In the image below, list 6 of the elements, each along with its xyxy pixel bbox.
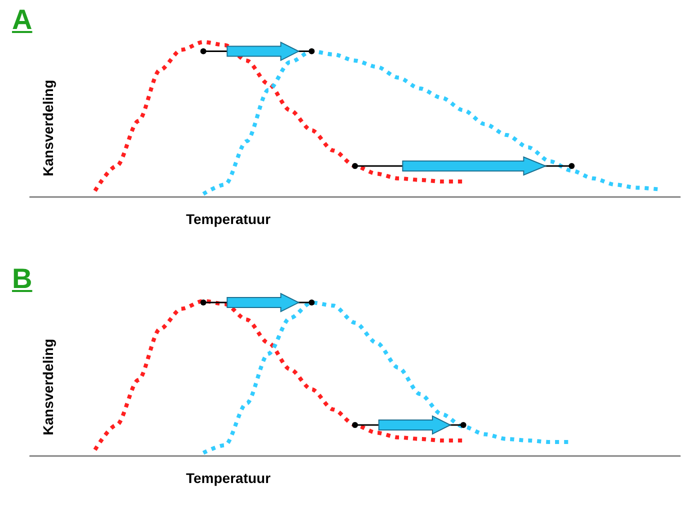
x-axis-title: Temperatuur bbox=[186, 211, 271, 227]
y-axis-title: Kansverdeling bbox=[40, 338, 56, 436]
y-axis-title: Kansverdeling bbox=[40, 80, 56, 176]
x-axis-title: Temperatuur bbox=[186, 470, 271, 486]
chart-title: B bbox=[12, 263, 32, 295]
chart-title: A bbox=[12, 4, 32, 36]
